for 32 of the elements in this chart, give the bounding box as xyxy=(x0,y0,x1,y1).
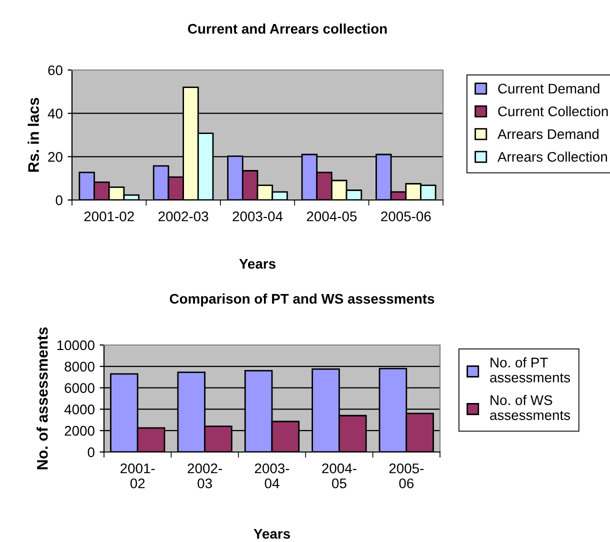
y-tick-label: 10000 xyxy=(57,340,94,350)
y-tick-label: 0 xyxy=(56,195,62,206)
y-tick-label: 60 xyxy=(48,65,62,76)
y-tick-label: 20 xyxy=(48,152,62,162)
y-tick-label: 40 xyxy=(48,108,62,119)
x-tick-label: 2002- 03 xyxy=(188,463,222,488)
legend-label: No. of WS assessments xyxy=(490,394,570,420)
y-tick-label: 6000 xyxy=(64,383,94,393)
x-tick-label: 2002-03 xyxy=(158,211,208,222)
legend-label: Current Demand xyxy=(498,83,600,94)
x-tick-label: 2005-06 xyxy=(381,211,431,222)
x-tick-label: 2004-05 xyxy=(306,211,357,222)
chart-title: Comparison of PT and WS assessments xyxy=(170,294,434,306)
chart-title: Current and Arrears collection xyxy=(188,24,387,34)
y-axis-title: Rs. in lacs xyxy=(28,98,39,172)
y-tick-label: 2000 xyxy=(64,426,94,436)
legend-label: No. of PT assessments xyxy=(490,357,570,382)
y-tick-label: 0 xyxy=(88,447,94,458)
legend-label: Arrears Collection xyxy=(498,152,607,162)
x-tick-label: 2003-04 xyxy=(232,211,283,222)
x-tick-label: 2001-02 xyxy=(84,211,134,222)
x-tick-label: 2004- 05 xyxy=(322,463,356,488)
legend-label: Current Collection xyxy=(498,106,608,116)
x-tick-label: 2005- 06 xyxy=(389,463,424,488)
y-tick-label: 4000 xyxy=(64,404,94,414)
x-axis-title: Years xyxy=(239,259,276,269)
y-tick-label: 8000 xyxy=(64,362,94,372)
x-axis-title: Years xyxy=(254,529,290,539)
x-tick-label: 2003- 04 xyxy=(254,463,290,488)
y-axis-title: No. of assessments xyxy=(36,327,48,470)
legend-label: Arrears Demand xyxy=(498,128,598,140)
x-tick-label: 2001- 02 xyxy=(120,463,155,488)
